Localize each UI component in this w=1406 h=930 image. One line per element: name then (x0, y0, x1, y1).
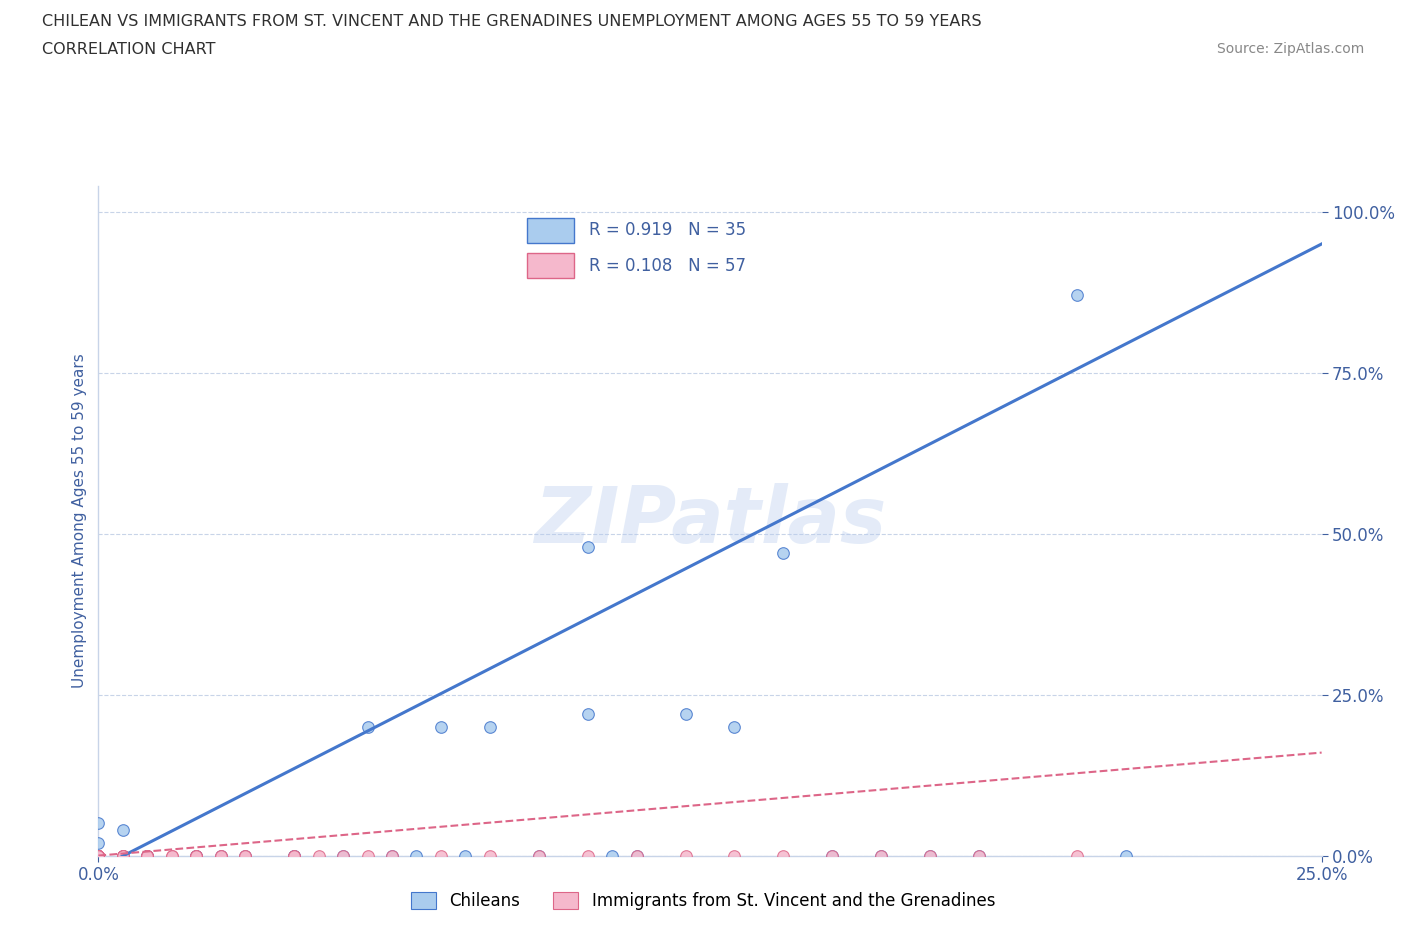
Point (87, 848, 110, 863)
Point (626, 848, 648, 863)
Y-axis label: Unemployment Among Ages 55 to 59 years: Unemployment Among Ages 55 to 59 years (72, 353, 87, 688)
Point (527, 848, 550, 863)
Point (87, 848, 110, 863)
Point (87, 848, 110, 863)
Point (160, 848, 183, 863)
Point (723, 720, 745, 735)
Point (87, 816, 110, 830)
Point (576, 539, 599, 554)
Point (723, 848, 745, 863)
Point (87, 848, 110, 863)
Point (967, 848, 990, 863)
Point (430, 848, 453, 863)
Point (527, 848, 550, 863)
Point (283, 848, 305, 863)
Legend: Chileans, Immigrants from St. Vincent and the Grenadines: Chileans, Immigrants from St. Vincent an… (404, 885, 1002, 917)
Point (308, 848, 330, 863)
Point (160, 848, 183, 863)
Point (233, 848, 256, 863)
Point (111, 848, 134, 863)
Point (186, 848, 208, 863)
Point (111, 848, 134, 863)
Point (186, 848, 208, 863)
Point (920, 848, 942, 863)
Point (111, 848, 134, 863)
Point (87, 835, 110, 850)
Point (332, 848, 354, 863)
Point (576, 848, 599, 863)
Point (478, 848, 501, 863)
Point (454, 848, 477, 863)
Point (967, 848, 990, 863)
Point (870, 848, 893, 863)
Point (87, 848, 110, 863)
Text: CHILEAN VS IMMIGRANTS FROM ST. VINCENT AND THE GRENADINES UNEMPLOYMENT AMONG AGE: CHILEAN VS IMMIGRANTS FROM ST. VINCENT A… (42, 14, 981, 29)
Point (87, 848, 110, 863)
Point (87, 848, 110, 863)
Point (405, 848, 427, 863)
Point (233, 848, 256, 863)
Point (87, 848, 110, 863)
Point (87, 848, 110, 863)
Point (87, 848, 110, 863)
Text: ZIPatlas: ZIPatlas (534, 483, 886, 559)
Point (821, 848, 844, 863)
Point (1066, 848, 1088, 863)
Point (576, 707, 599, 722)
Point (209, 848, 232, 863)
Point (920, 848, 942, 863)
Point (821, 848, 844, 863)
Point (209, 848, 232, 863)
Point (233, 848, 256, 863)
Point (87, 848, 110, 863)
Point (1115, 848, 1137, 863)
Point (186, 848, 208, 863)
Point (283, 848, 305, 863)
Point (430, 720, 453, 735)
Point (87, 848, 110, 863)
Point (332, 848, 354, 863)
Point (136, 848, 159, 863)
Text: CORRELATION CHART: CORRELATION CHART (42, 42, 215, 57)
Point (870, 848, 893, 863)
Point (283, 848, 305, 863)
Point (87, 848, 110, 863)
Point (136, 848, 159, 863)
Point (209, 848, 232, 863)
Point (600, 848, 623, 863)
Point (111, 848, 134, 863)
Point (381, 848, 404, 863)
Point (186, 848, 208, 863)
Point (87, 848, 110, 863)
Point (87, 848, 110, 863)
Point (87, 848, 110, 863)
Point (87, 848, 110, 863)
Point (478, 720, 501, 735)
Point (136, 848, 159, 863)
Point (136, 848, 159, 863)
Point (111, 848, 134, 863)
Point (356, 720, 378, 735)
Point (356, 848, 378, 863)
Point (87, 848, 110, 863)
Point (283, 848, 305, 863)
Point (136, 848, 159, 863)
Point (87, 848, 110, 863)
Point (1066, 288, 1088, 303)
Point (675, 848, 697, 863)
Point (675, 707, 697, 722)
Point (381, 848, 404, 863)
Point (626, 848, 648, 863)
Point (186, 848, 208, 863)
Point (136, 848, 159, 863)
Text: Source: ZipAtlas.com: Source: ZipAtlas.com (1216, 42, 1364, 56)
Point (87, 848, 110, 863)
Point (772, 848, 794, 863)
Point (111, 822, 134, 837)
Point (772, 546, 794, 561)
Point (87, 848, 110, 863)
Point (136, 848, 159, 863)
